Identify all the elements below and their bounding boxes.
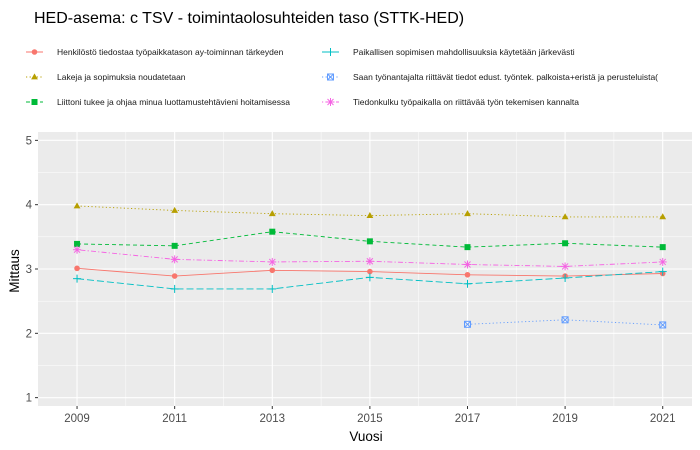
legend-key-marker <box>31 73 38 80</box>
x-tick-label: 2013 <box>259 413 285 425</box>
data-point <box>365 257 374 266</box>
series-layer <box>73 202 667 329</box>
data-point <box>463 279 472 288</box>
series-2 <box>73 202 667 220</box>
legend-item: Lakeja ja sopimuksia noudatetaan <box>26 72 186 82</box>
marker-stroke <box>171 255 179 263</box>
data-point <box>658 257 667 266</box>
x-tick-label: 2009 <box>64 413 90 425</box>
marker-stroke <box>366 257 374 265</box>
marker-stroke <box>327 73 334 81</box>
series-4 <box>73 267 667 293</box>
marker-stroke <box>73 246 81 254</box>
legend-key-marker <box>31 99 38 105</box>
legend-label: Henkilöstö tiedostaa työpaikkatason ay-t… <box>57 47 284 57</box>
data-point <box>366 212 374 219</box>
x-tick-label: 2019 <box>552 413 578 425</box>
y-tick-label: 4 <box>26 200 33 212</box>
data-point <box>268 284 277 293</box>
data-point <box>268 210 276 217</box>
marker-stroke <box>268 258 276 266</box>
marker-stroke <box>561 316 569 324</box>
y-tick-label: 3 <box>26 264 32 276</box>
marker-stroke <box>464 320 471 328</box>
data-point <box>268 257 277 266</box>
gridlines <box>38 132 692 406</box>
legend-item: Liittoni tukee ja ohjaa minua luottamust… <box>26 97 290 107</box>
marker-stroke <box>327 98 334 106</box>
data-point <box>562 240 569 247</box>
legend-item: Saan työnantajalta riittävät tiedot edus… <box>322 72 658 82</box>
marker-stroke <box>463 320 471 328</box>
marker-stroke <box>327 73 334 81</box>
legend-item: Paikallisen sopimisen mahdollisuuksia kä… <box>322 47 575 57</box>
data-point <box>365 273 374 282</box>
data-point <box>73 202 81 209</box>
data-point <box>269 267 276 274</box>
marker-stroke <box>464 261 471 268</box>
data-point <box>367 268 373 275</box>
legend-label: Lakeja ja sopimuksia noudatetaan <box>57 72 186 82</box>
data-point <box>463 320 471 328</box>
x-axis-title: Vuosi <box>349 429 382 444</box>
y-tick-label: 1 <box>26 393 32 405</box>
marker-stroke <box>659 321 667 329</box>
x-tick-label: 2015 <box>357 413 383 425</box>
x-tick-label: 2017 <box>455 413 481 425</box>
x-tick-label: 2021 <box>650 413 676 425</box>
data-point <box>659 244 666 251</box>
data-point <box>170 255 179 264</box>
marker-stroke <box>659 321 667 329</box>
data-point <box>658 267 667 276</box>
data-point <box>561 262 570 271</box>
legend-key-marker <box>31 49 38 55</box>
legend: Henkilöstö tiedostaa työpaikkatason ay-t… <box>26 47 658 107</box>
data-point <box>366 238 373 245</box>
data-point <box>659 321 667 329</box>
series-3 <box>74 228 666 251</box>
legend-label: Liittoni tukee ja ohjaa minua luottamust… <box>57 97 290 107</box>
data-point <box>269 228 276 235</box>
x-tick-label: 2011 <box>162 413 187 425</box>
data-point <box>659 213 667 220</box>
legend-label: Saan työnantajalta riittävät tiedot edus… <box>353 72 658 82</box>
data-point <box>561 316 569 324</box>
legend-key-marker <box>327 73 334 81</box>
legend-key-marker <box>326 98 335 106</box>
data-point <box>463 260 472 269</box>
y-tick-label: 2 <box>26 328 32 340</box>
data-point <box>171 242 178 249</box>
data-point <box>464 271 471 278</box>
y-axis-title: Mittaus <box>7 249 22 293</box>
legend-label: Tiedonkulku työpaikalla on riittävää työ… <box>353 97 579 107</box>
data-point <box>561 274 570 283</box>
data-point <box>74 240 81 247</box>
data-point <box>171 206 179 213</box>
data-point <box>464 244 471 251</box>
series-6 <box>73 245 667 271</box>
y-tick-label: 5 <box>26 135 32 147</box>
legend-item: Tiedonkulku työpaikalla on riittävää työ… <box>322 97 579 107</box>
marker-stroke <box>659 258 667 266</box>
marker-stroke <box>561 263 569 270</box>
data-point <box>170 284 179 293</box>
data-point <box>73 274 82 283</box>
data-point <box>561 213 569 220</box>
legend-item: Henkilöstö tiedostaa työpaikkatason ay-t… <box>26 47 284 57</box>
marker-stroke <box>561 316 569 324</box>
legend-label: Paikallisen sopimisen mahdollisuuksia kä… <box>353 47 575 57</box>
chart-title: HED-asema: c TSV - toimintaolosuhteiden … <box>34 10 464 27</box>
legend-key-marker <box>326 48 335 56</box>
data-point <box>464 210 471 217</box>
axes: 1 2 3 4 5 2009 2011 2013 2015 2017 2019 2021 <box>26 135 676 425</box>
data-point <box>74 265 80 272</box>
data-point <box>171 273 178 279</box>
data-point <box>73 245 82 254</box>
series-5 <box>463 316 667 329</box>
